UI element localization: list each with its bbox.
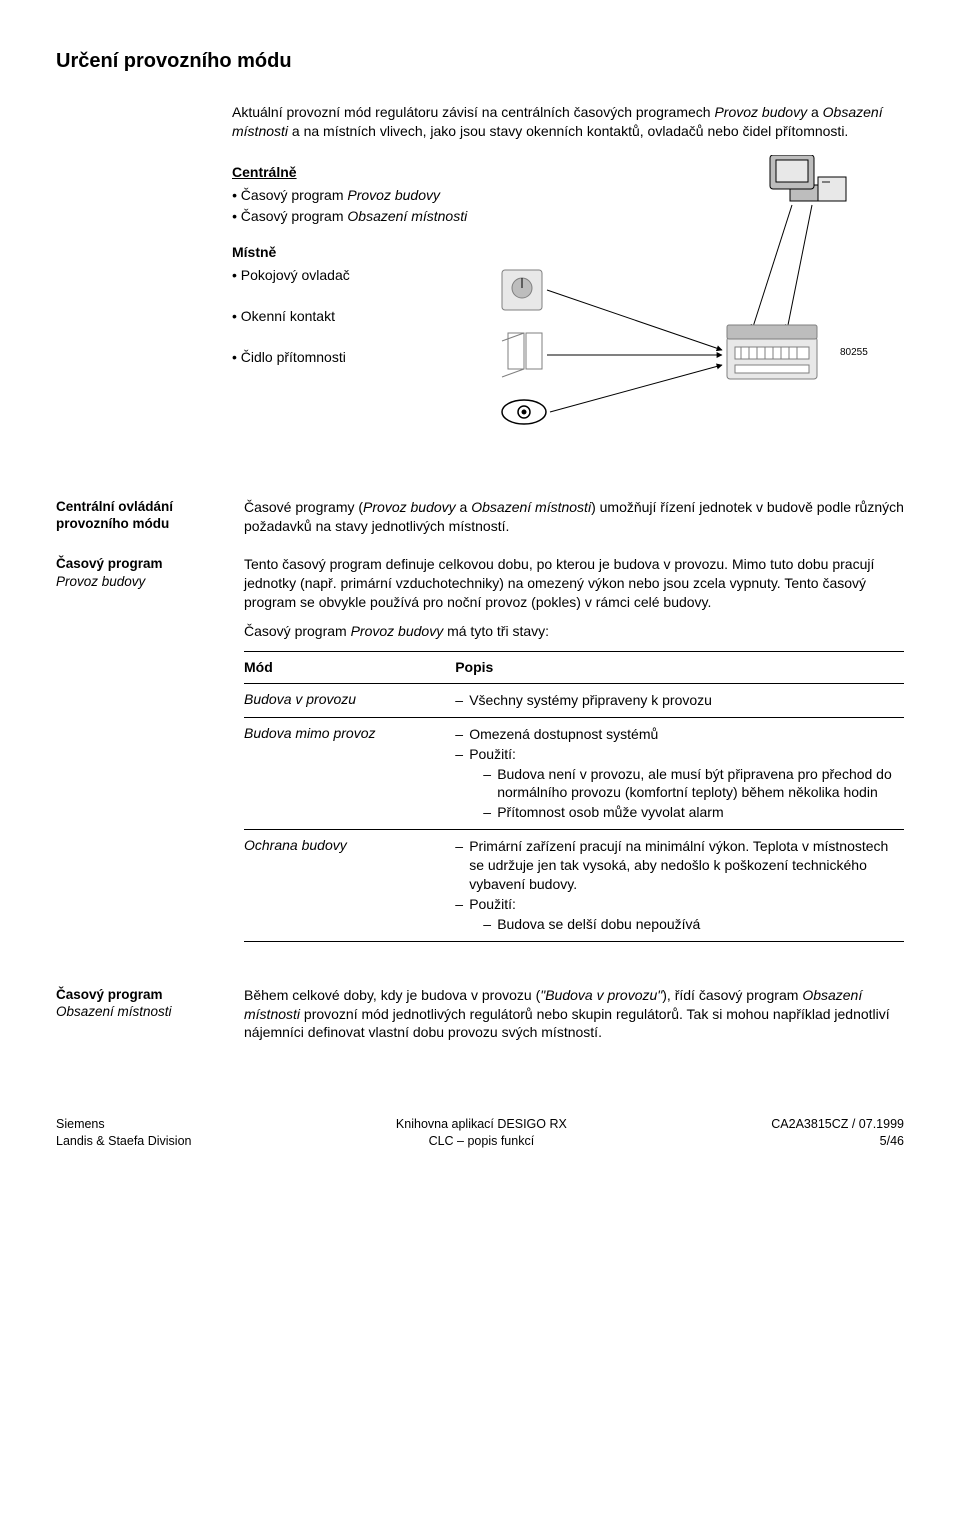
table-header-row: Mód Popis [244,652,904,684]
local-item-2: Okenní kontakt [232,307,492,326]
footer-left: Siemens Landis & Staefa Division [56,1116,192,1149]
mode-name-2: Budova mimo provoz [244,717,455,829]
page-footer: Siemens Landis & Staefa Division Knihovn… [56,1116,904,1149]
side-label-time-program-occupancy: Časový program Obsazení místnosti [56,986,244,1053]
col-mode: Mód [244,652,455,684]
col-desc: Popis [455,652,904,684]
window-contact-icon [502,333,542,377]
modes-table: Mód Popis Budova v provozu Všechny systé… [244,651,904,942]
room-operator-icon [502,270,542,310]
mode2-desc2b: Přítomnost osob může vyvolat alarm [483,803,898,822]
mode2-desc1: Omezená dostupnost systémů [455,725,898,744]
mode3-desc2: Použití: Budova se delší dobu nepoužívá [455,895,898,934]
diagram-svg: 80255 [492,155,892,445]
central-control-text: Časové programy (Provoz budovy a Obsazen… [244,498,904,546]
mode2-desc2: Použití: Budova není v provozu, ale musí… [455,745,898,823]
heading-local: Místně [232,243,492,262]
mode3-desc2a: Budova se delší dobu nepoužívá [483,915,898,934]
intro-paragraph: Aktuální provozní mód regulátoru závisí … [232,103,904,141]
presence-sensor-icon [502,400,546,424]
controller-icon [727,325,817,379]
table-row: Budova v provozu Všechny systémy připrav… [244,683,904,717]
page-title: Určení provozního módu [56,48,904,75]
figure-number: 80255 [840,347,868,358]
building-program-desc: Tento časový program definuje celkovou d… [244,555,904,612]
local-item-3: Čidlo přítomnosti [232,348,492,367]
central-item-2: Časový program Obsazení místnosti [232,207,492,226]
local-item-1: Pokojový ovladač [232,266,492,285]
side-label-central-control: Centrální ovládání provozního módu [56,498,244,546]
footer-right: CA2A3815CZ / 07.1999 5/46 [771,1116,904,1149]
building-program-states-intro: Časový program Provoz budovy má tyto tři… [244,622,904,641]
mode-name-3: Ochrana budovy [244,830,455,941]
computer-icon [770,155,846,201]
table-row: Budova mimo provoz Omezená dostupnost sy… [244,717,904,829]
side-label-time-program-building: Časový program Provoz budovy [56,555,244,941]
system-diagram: Centrálně Časový program Provoz budovy Č… [232,155,904,450]
mode2-desc2a: Budova není v provozu, ale musí být přip… [483,765,898,803]
mode3-desc1: Primární zařízení pracují na minimální v… [455,837,898,894]
footer-center: Knihovna aplikací DESIGO RX CLC – popis … [396,1116,567,1149]
heading-central: Centrálně [232,163,492,182]
table-row: Ochrana budovy Primární zařízení pracují… [244,830,904,941]
mode-name-1: Budova v provozu [244,683,455,717]
occupancy-program-text: Během celkové doby, kdy je budova v prov… [244,986,904,1053]
mode1-desc1: Všechny systémy připraveny k provozu [455,691,898,710]
intro-italic-1: Provoz budovy [714,104,807,120]
central-item-1: Časový program Provoz budovy [232,186,492,205]
